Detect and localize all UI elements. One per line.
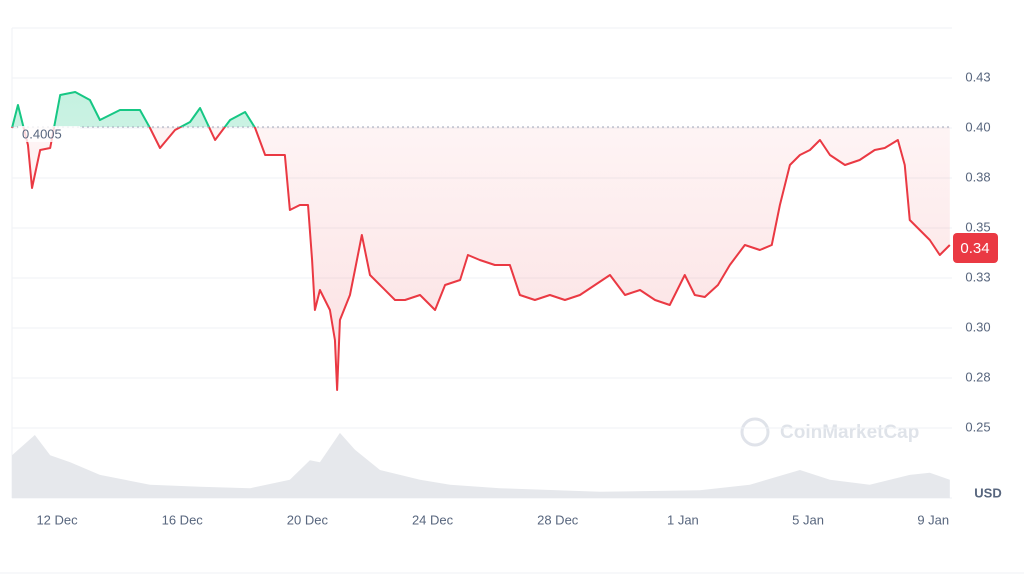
x-tick-label: 24 Dec bbox=[412, 512, 454, 527]
y-tick-label: 0.40 bbox=[965, 119, 990, 134]
x-tick-label: 5 Jan bbox=[792, 512, 824, 527]
watermark-text: CoinMarketCap bbox=[780, 422, 919, 443]
x-tick-label: 20 Dec bbox=[287, 512, 329, 527]
x-tick-label: 28 Dec bbox=[537, 512, 579, 527]
area-above bbox=[12, 92, 950, 127]
y-axis-label: USD bbox=[974, 485, 1001, 500]
price-tag-label: 0.34 bbox=[960, 240, 989, 257]
price-tag bbox=[953, 233, 998, 263]
area-below bbox=[12, 127, 950, 390]
watermark: CoinMarketCap bbox=[740, 417, 919, 447]
x-tick-label: 12 Dec bbox=[36, 512, 78, 527]
y-tick-label: 0.30 bbox=[965, 319, 990, 334]
y-tick-label: 0.33 bbox=[965, 269, 990, 284]
y-tick-label: 0.25 bbox=[965, 419, 990, 434]
x-tick-label: 16 Dec bbox=[162, 512, 204, 527]
y-tick-label: 0.35 bbox=[965, 219, 990, 234]
baseline-label-bg bbox=[18, 126, 80, 142]
price-line-below bbox=[11, 127, 951, 391]
y-tick-label: 0.38 bbox=[965, 169, 990, 184]
volume-area bbox=[12, 432, 950, 498]
y-tick-label: 0.43 bbox=[965, 69, 990, 84]
x-tick-label: 1 Jan bbox=[667, 512, 699, 527]
y-tick-label: 0.28 bbox=[965, 369, 990, 384]
baseline-label: 0.4005 bbox=[22, 126, 62, 141]
x-tick-label: 9 Jan bbox=[917, 512, 949, 527]
